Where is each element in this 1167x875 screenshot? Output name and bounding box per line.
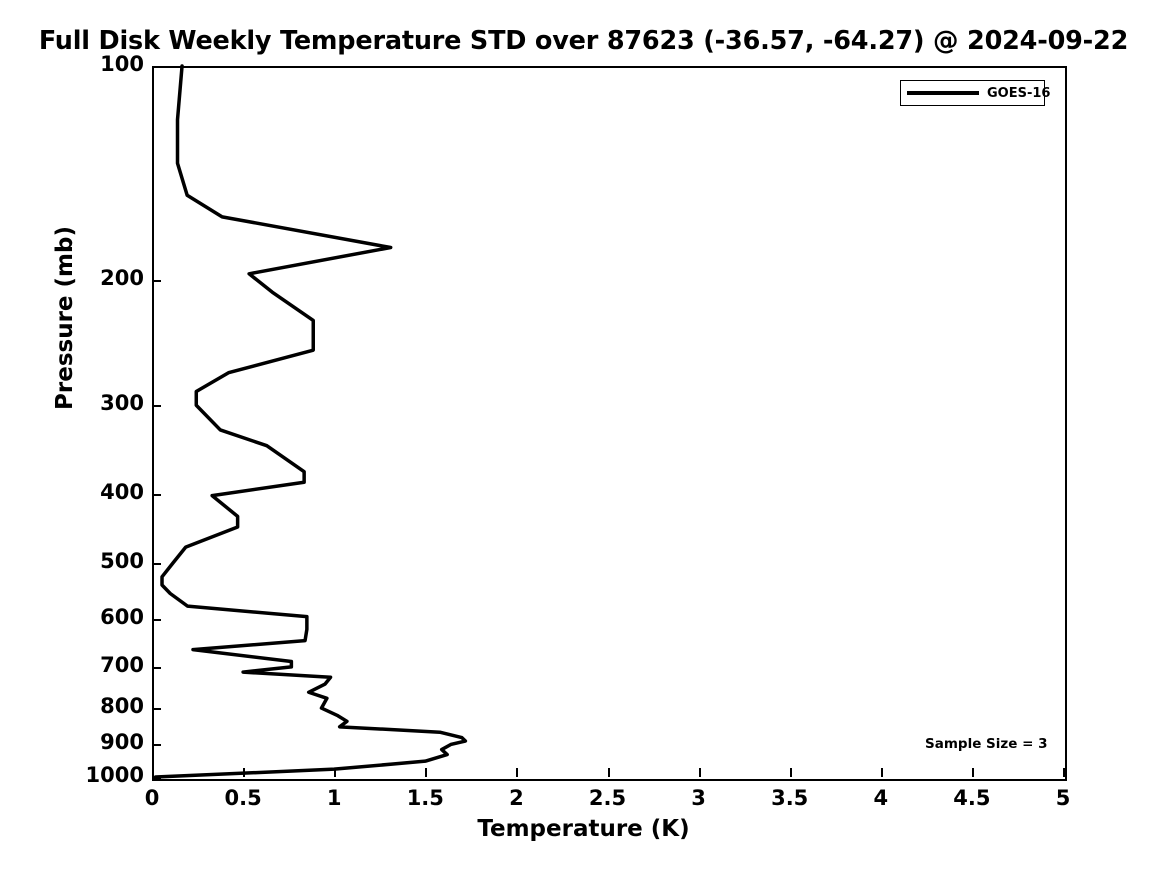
legend-swatch-goes-16: [907, 91, 979, 95]
x-tick-mark-3: [698, 768, 701, 777]
legend-label-goes-16: GOES-16: [987, 85, 1051, 101]
plot-area-frame: [152, 66, 1067, 781]
y-tick-label-300: 300: [100, 391, 144, 416]
y-tick-mark-500: [152, 562, 161, 565]
y-tick-mark-800: [152, 708, 161, 711]
plot-data-svg: [153, 64, 468, 779]
y-tick-mark-400: [152, 494, 161, 497]
x-tick-mark-2: [516, 768, 519, 777]
x-tick-label-2.5: 2.5: [588, 786, 627, 810]
x-tick-label-4.5: 4.5: [953, 786, 991, 810]
y-tick-label-1000: 1000: [85, 763, 144, 787]
y-axis-tick-labels: 100 200 300 400 500 600 700 800 900 1000: [0, 0, 144, 875]
y-tick-label-900: 900: [100, 730, 144, 755]
x-axis-label: Temperature (K): [477, 816, 690, 842]
y-tick-label-800: 800: [100, 694, 144, 719]
y-tick-mark-200: [152, 280, 161, 283]
y-tick-mark-600: [152, 619, 161, 622]
y-tick-label-600: 600: [100, 605, 144, 630]
x-tick-label-4: 4: [873, 786, 889, 810]
y-tick-mark-700: [152, 666, 161, 669]
y-tick-mark-900: [152, 744, 161, 747]
x-tick-label-1: 1: [326, 786, 342, 810]
x-tick-mark-2.5: [607, 768, 610, 777]
x-tick-label-3: 3: [691, 786, 706, 810]
x-tick-mark-1.5: [425, 768, 428, 777]
chart-title: Full Disk Weekly Temperature STD over 87…: [38, 26, 1129, 56]
x-tick-label-3.5: 3.5: [771, 786, 809, 810]
x-tick-mark-5: [1063, 768, 1065, 777]
y-tick-label-100: 100: [100, 52, 144, 76]
y-tick-label-700: 700: [100, 652, 144, 677]
y-tick-mark-300: [152, 405, 161, 408]
x-tick-mark-4: [880, 768, 883, 777]
legend: GOES-16: [900, 80, 1050, 106]
x-tick-label-2: 2: [509, 786, 524, 810]
series-line-goes-16: [153, 64, 468, 779]
y-tick-label-400: 400: [100, 480, 144, 505]
x-tick-label-0.5: 0.5: [224, 786, 262, 810]
sample-size-annotation: Sample Size = 3: [925, 736, 1048, 752]
x-tick-mark-1: [334, 768, 337, 777]
y-axis-label: Pressure (mb): [52, 226, 78, 410]
x-tick-label-1.5: 1.5: [406, 786, 444, 810]
x-tick-mark-4.5: [971, 768, 974, 777]
y-tick-label-200: 200: [100, 266, 144, 291]
x-tick-label-5: 5: [1055, 786, 1071, 810]
x-tick-label-0: 0: [144, 786, 160, 810]
y-tick-label-500: 500: [100, 548, 144, 573]
x-tick-mark-3.5: [789, 768, 792, 777]
